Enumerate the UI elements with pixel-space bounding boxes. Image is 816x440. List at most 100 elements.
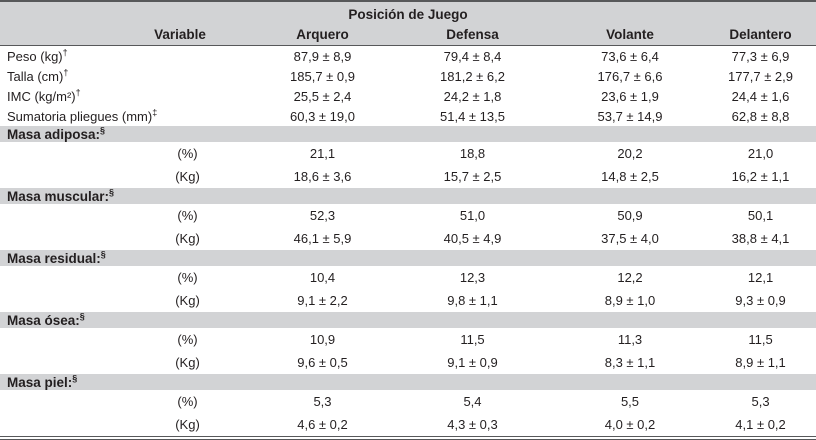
value-cell: 51,4 ± 13,5 [440,108,505,124]
value-cell: 5,5 [620,394,640,409]
measure-row: Peso (kg)† 87,9 ± 8,9 79,4 ± 8,4 73,6 ± 6,4… [0,46,816,67]
row-label: (%) [177,394,198,409]
value-cell: 177,7 ± 2,9 [728,68,794,84]
row-label: Peso (kg) [7,48,63,64]
section-header-row: Masa ósea:§ [0,312,816,328]
value-cell: 21,0 [747,146,774,161]
footnote-mark: ‡ [152,107,158,118]
row-label-cell: (Kg) [0,289,255,312]
row-label: (%) [177,270,198,285]
sub-measure-row: (Kg) 46,1 ± 5,9 40,5 ± 4,9 37,5 ± 4,0 38,8 ±… [0,227,816,250]
sub-measure-row: (Kg) 9,6 ± 0,5 9,1 ± 0,9 8,3 ± 1,1 8,9 ± 1,1 [0,351,816,374]
footnote-mark: † [63,67,69,78]
row-label: IMC (kg/m²) [7,88,76,104]
section-footnote-mark: § [79,311,85,321]
value-cell: 9,6 ± 0,5 [297,355,348,370]
section-header-row: Masa residual:§ [0,250,816,266]
value-cell: 4,3 ± 0,3 [447,417,498,432]
value-cell: 4,1 ± 0,2 [735,417,786,432]
row-label: (Kg) [175,293,200,308]
bottom-double-rule [0,436,816,440]
value-cell: 23,6 ± 1,9 [601,88,659,104]
row-label: Talla (cm) [7,68,64,84]
column-header-volante: Volante [555,23,705,46]
value-cell: 8,9 ± 1,1 [735,355,786,370]
value-cell: 21,1 [309,146,336,161]
row-label: (Kg) [175,231,200,246]
value-cell: 20,2 [617,146,643,161]
value-cell: 60,3 ± 19,0 [290,108,355,124]
value-cell: 5,3 [751,394,770,409]
sub-measure-row: (%) 10,4 12,3 12,2 12,1 [0,266,816,289]
section-label: Masa residual: [7,250,101,266]
row-label: (%) [177,332,198,347]
footnote-mark: † [62,47,68,58]
column-header-variable: Variable [0,23,255,46]
value-cell: 11,5 [460,332,485,347]
value-cell: 25,5 ± 2,4 [293,88,352,104]
row-label: (Kg) [175,355,200,370]
footnote-mark: † [75,87,81,98]
section-footnote-mark: § [72,373,78,383]
value-cell: 52,3 [309,208,336,223]
row-label-cell: Sumatoria pliegues (mm)‡ [0,106,255,126]
column-header-arquero: Arquero [255,23,390,46]
row-label-cell: (Kg) [0,165,255,188]
row-label-cell: IMC (kg/m²)† [0,86,255,106]
section-label: Masa ósea: [7,312,80,328]
value-cell: 24,4 ± 1,6 [731,88,790,104]
row-label-cell: Peso (kg)† [0,46,255,67]
table-header: Posición de Juego Variable Arquero Defen… [0,1,816,46]
value-cell: 87,9 ± 8,9 [293,48,352,64]
row-label: (Kg) [175,169,200,184]
row-label-cell: (%) [0,390,255,413]
value-cell: 77,3 ± 6,9 [731,48,790,64]
value-cell: 12,3 [459,270,486,285]
value-cell: 9,1 ± 2,2 [297,293,348,308]
sub-measure-row: (Kg) 9,1 ± 2,2 9,8 ± 1,1 8,9 ± 1,0 9,3 ± 0,9 [0,289,816,312]
value-cell: 10,4 [309,270,336,285]
row-label-cell: (Kg) [0,227,255,250]
section-label: Masa piel: [7,374,73,390]
column-header-defensa: Defensa [390,23,555,46]
sub-measure-row: (%) 52,3 51,0 50,9 50,1 [0,204,816,227]
sub-measure-row: (Kg) 4,6 ± 0,2 4,3 ± 0,3 4,0 ± 0,2 4,1 ± 0,2 [0,413,816,436]
column-header-row: Variable Arquero Defensa Volante Delante… [0,23,816,46]
section-label-cell: Masa ósea:§ [0,312,816,328]
section-footnote-mark: § [109,187,115,197]
value-cell: 40,5 ± 4,9 [443,231,502,246]
value-cell: 73,6 ± 6,4 [601,48,659,64]
row-label: (Kg) [175,417,200,432]
table-title: Posición de Juego [0,1,816,23]
value-cell: 9,1 ± 0,9 [447,355,498,370]
measure-row: Sumatoria pliegues (mm)‡ 60,3 ± 19,0 51,4 … [0,106,816,126]
table-title-row: Posición de Juego [0,1,816,23]
row-label: (%) [177,208,198,223]
value-cell: 11,3 [617,332,643,347]
measure-row: Talla (cm)† 185,7 ± 0,9 181,2 ± 6,2 176,7 ±… [0,66,816,86]
value-cell: 8,3 ± 1,1 [604,355,656,370]
row-label-cell: Talla (cm)† [0,66,255,86]
value-cell: 62,8 ± 8,8 [731,108,790,124]
value-cell: 46,1 ± 5,9 [293,231,352,246]
section-label: Masa muscular: [7,188,110,204]
row-label: (%) [177,146,198,161]
value-cell: 4,0 ± 0,2 [604,417,656,432]
section-footnote-mark: § [100,249,106,259]
sub-measure-row: (%) 21,1 18,8 20,2 21,0 [0,142,816,165]
section-footnote-mark: § [100,125,106,135]
value-cell: 38,8 ± 4,1 [731,231,790,246]
value-cell: 11,5 [748,332,773,347]
measure-row: IMC (kg/m²)† 25,5 ± 2,4 24,2 ± 1,8 23,6 ± 1… [0,86,816,106]
table-body: Peso (kg)† 87,9 ± 8,9 79,4 ± 8,4 73,6 ± 6,4… [0,46,816,437]
value-cell: 50,1 [747,208,774,223]
value-cell: 18,8 [459,146,486,161]
value-cell: 50,9 [617,208,643,223]
value-cell: 24,2 ± 1,8 [443,88,502,104]
section-header-row: Masa piel:§ [0,374,816,390]
value-cell: 15,7 ± 2,5 [443,169,502,184]
section-label-cell: Masa residual:§ [0,250,816,266]
value-cell: 9,3 ± 0,9 [735,293,786,308]
row-label-cell: (%) [0,266,255,289]
value-cell: 185,7 ± 0,9 [290,68,355,84]
